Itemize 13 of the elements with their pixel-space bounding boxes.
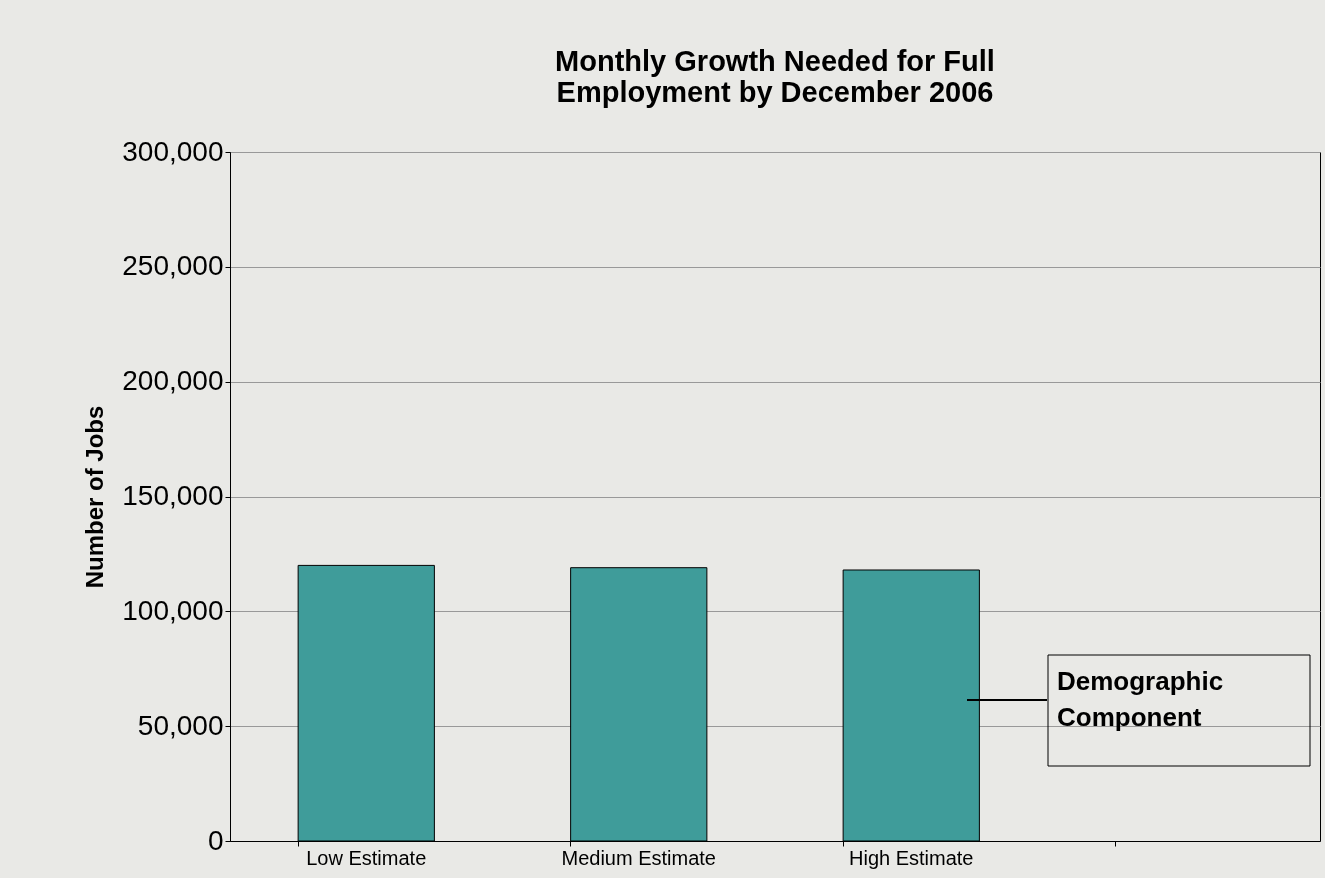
annotation: Demographic Component <box>1057 666 1224 732</box>
y-tick-label: 50,000 <box>137 709 224 741</box>
y-tick-label: 0 <box>207 824 224 856</box>
y-tick-label: 150,000 <box>122 480 224 511</box>
y-axis-title: Number of Jobs <box>81 405 109 589</box>
x-tick-label: Low Estimate <box>306 846 427 869</box>
x-tick-label: High Estimate <box>849 846 974 869</box>
y-tick-label: 250,000 <box>122 250 224 282</box>
y-tick-label: 300,000 <box>122 135 224 167</box>
y-tick-label: 100,000 <box>122 594 224 626</box>
x-tick-label: Medium Estimate <box>561 846 716 869</box>
y-tick-label: 200,000 <box>122 365 224 397</box>
chart-title: Monthly Growth Needed for Full Employment by December 2006 <box>555 45 995 108</box>
